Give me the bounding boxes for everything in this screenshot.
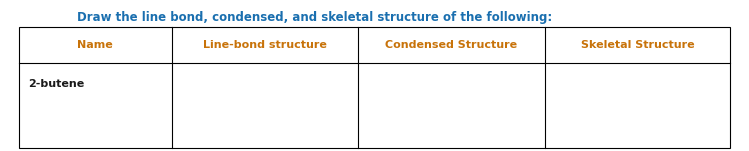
- Text: Condensed Structure: Condensed Structure: [385, 40, 518, 50]
- Text: Draw the line bond, condensed, and skeletal structure of the following:: Draw the line bond, condensed, and skele…: [77, 11, 552, 24]
- Text: Name: Name: [77, 40, 113, 50]
- Text: Line-bond structure: Line-bond structure: [203, 40, 327, 50]
- Bar: [19, 27, 730, 148]
- Text: Skeletal Structure: Skeletal Structure: [580, 40, 694, 50]
- Text: 2-butene: 2-butene: [28, 79, 84, 89]
